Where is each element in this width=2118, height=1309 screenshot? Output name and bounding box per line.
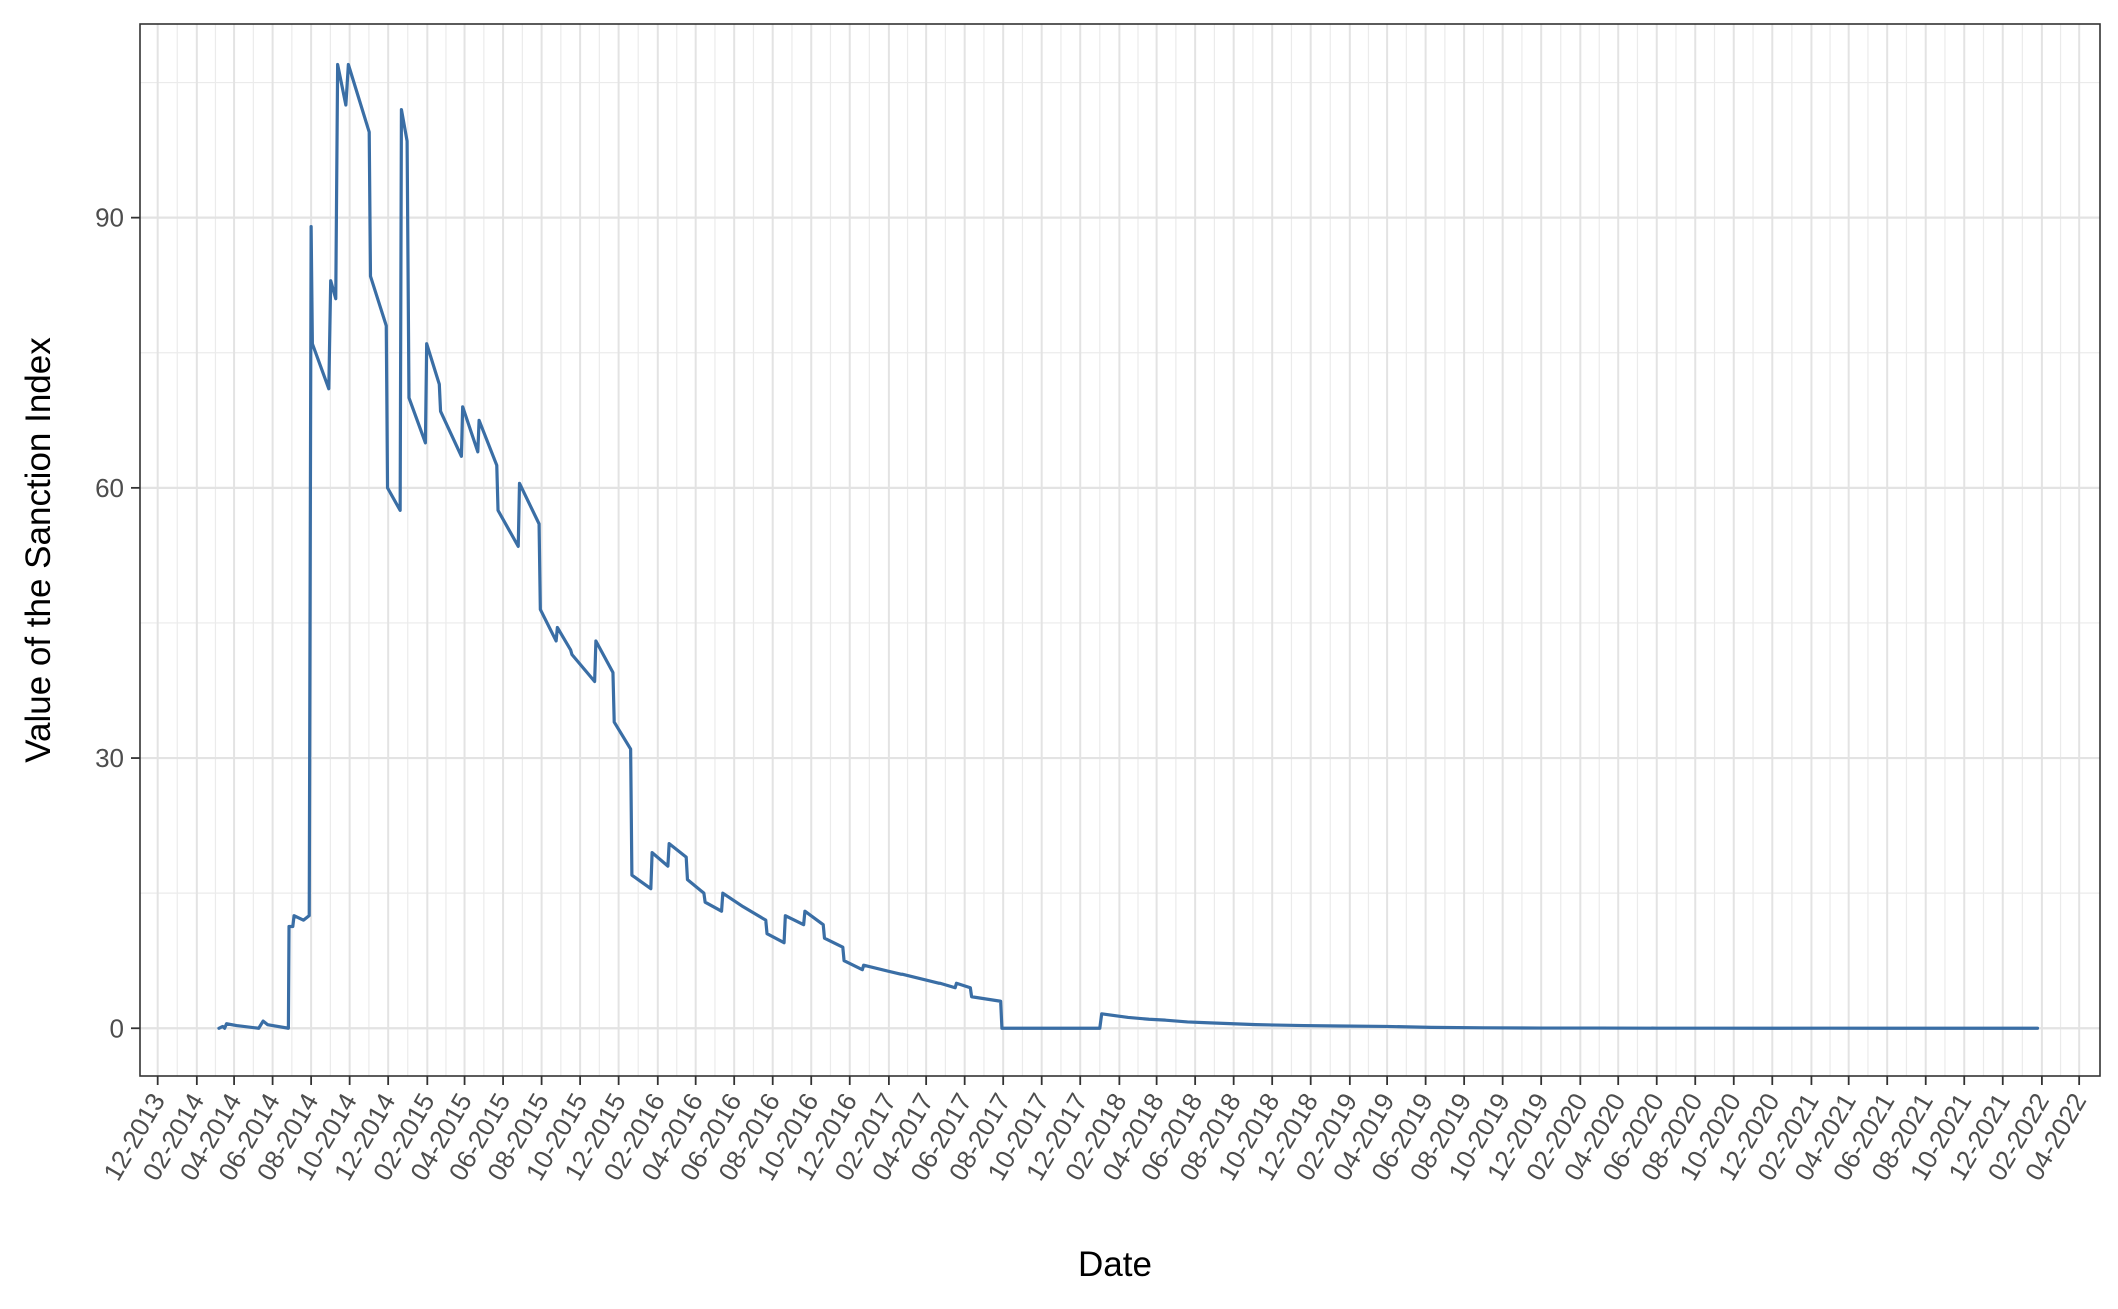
- x-axis: 12-201302-201404-201406-201408-201410-20…: [97, 1076, 2092, 1186]
- y-tick-label: 0: [110, 1013, 124, 1043]
- y-tick-label: 60: [95, 473, 124, 503]
- y-axis-title: Value of the Sanction Index: [19, 337, 58, 763]
- series-layer: [217, 62, 2040, 1030]
- x-axis-title: Date: [1078, 1245, 1152, 1284]
- y-tick-label: 90: [95, 203, 124, 233]
- series-line: [217, 62, 2040, 1030]
- y-axis: 0 30 60 90: [95, 203, 140, 1043]
- y-tick-label: 30: [95, 743, 124, 773]
